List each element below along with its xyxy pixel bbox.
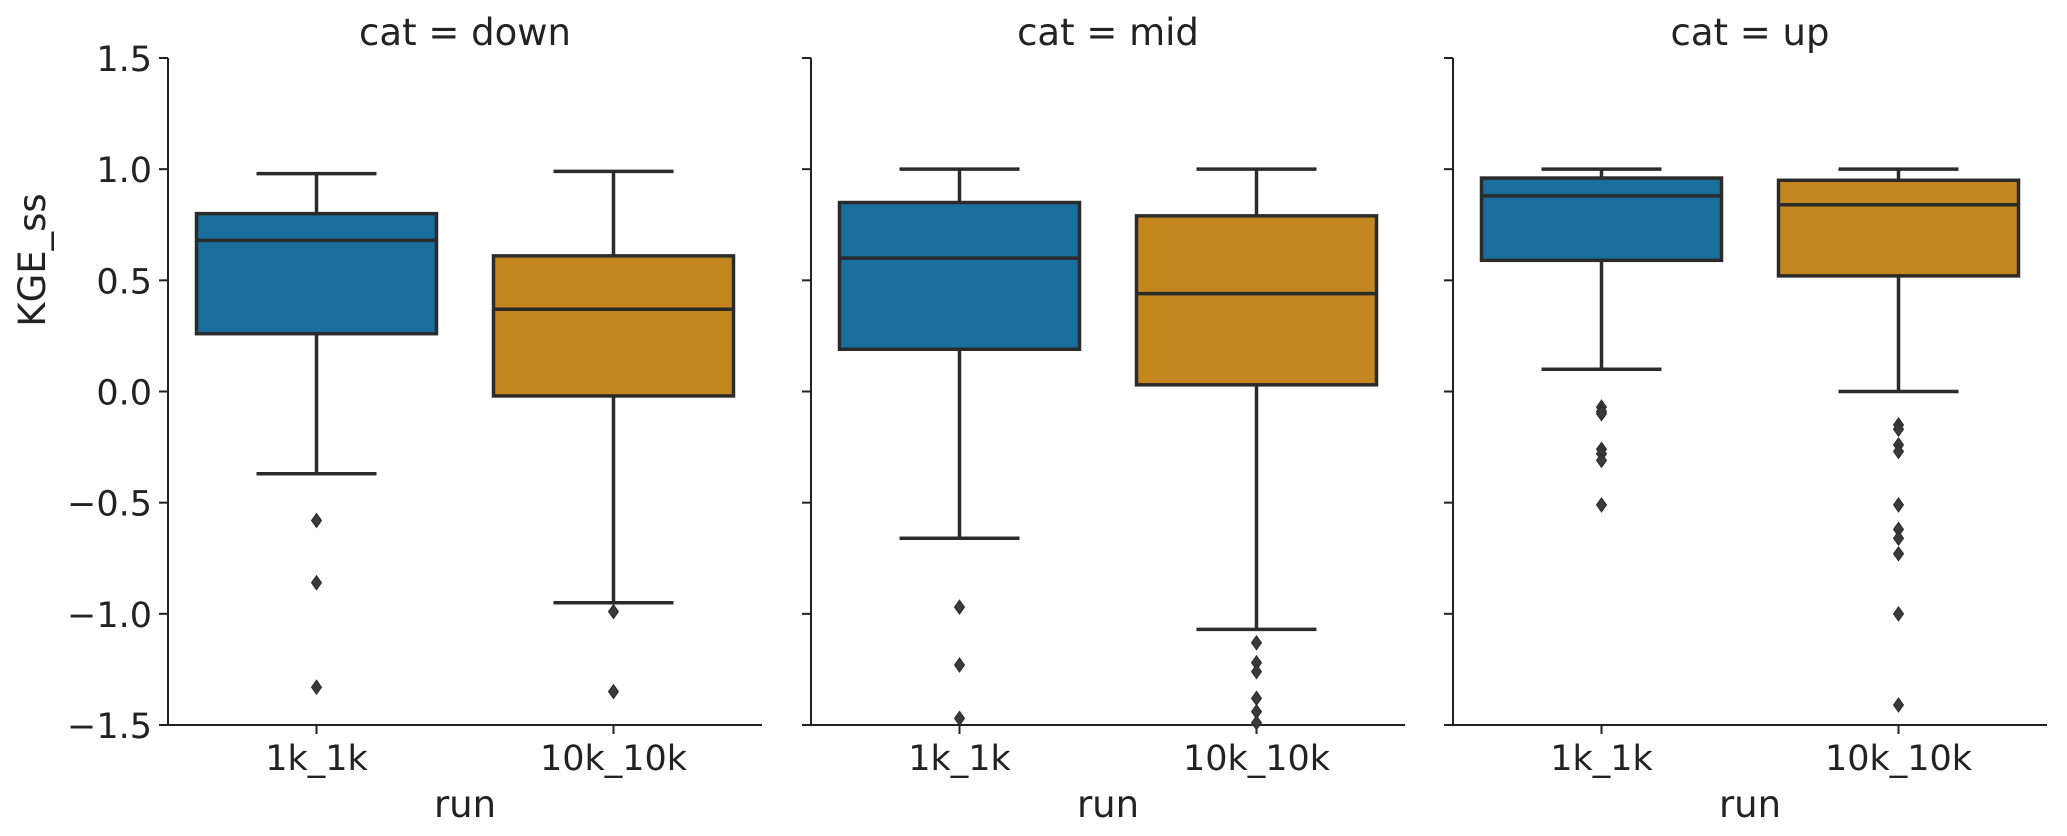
box-10k_10k: 10k_10k [1776, 167, 2021, 779]
outlier-point [1892, 697, 1905, 713]
outlier-point [1892, 443, 1905, 460]
outlier-point [607, 683, 620, 700]
y-tick-label: −1.5 [67, 707, 152, 747]
y-tick-label: −0.5 [67, 485, 152, 525]
outlier-point [1250, 634, 1263, 651]
iqr-box [194, 211, 439, 336]
outlier-point [310, 512, 323, 529]
outlier-point [1892, 421, 1905, 438]
y-tick-label: −1.0 [67, 596, 152, 636]
y-tick-label: 0.5 [96, 262, 152, 302]
outlier-point [1250, 690, 1263, 707]
x-tick-label: 10k_10k [1825, 739, 1973, 779]
outlier-point [953, 599, 966, 616]
outlier-point [953, 657, 966, 673]
y-tick-label: 0.0 [96, 374, 152, 414]
x-axis-label: run [1719, 783, 1781, 826]
outlier-point [1250, 663, 1263, 680]
x-tick-label: 10k_10k [540, 739, 688, 779]
y-tick-label: 1.5 [96, 40, 152, 80]
box-10k_10k: 10k_10k [491, 169, 736, 779]
x-tick-label: 1k_1k [1550, 739, 1653, 779]
facet-panel-0: cat = down −1.5 −1.0 −0.5 0.0 0.5 1.0 1.5 1k_1k 1… [67, 11, 762, 826]
panel-title: cat = down [359, 11, 571, 54]
outlier-point [953, 710, 966, 727]
iqr-box [1134, 214, 1379, 387]
panel-title: cat = mid [1017, 11, 1199, 54]
panel-title: cat = up [1671, 11, 1830, 54]
box-1k_1k: 1k_1k [1479, 167, 1724, 779]
box-10k_10k: 10k_10k [1134, 167, 1379, 779]
iqr-box [1479, 176, 1724, 263]
outlier-point [1892, 605, 1905, 622]
iqr-box [837, 200, 1082, 352]
iqr-box [491, 254, 736, 398]
x-tick-label: 1k_1k [908, 739, 1011, 779]
x-axis-label: run [1077, 783, 1139, 826]
iqr-box [1776, 178, 2021, 278]
outlier-point [1892, 497, 1905, 513]
outlier-point [1892, 530, 1905, 547]
box-1k_1k: 1k_1k [194, 171, 439, 779]
outlier-point [1595, 452, 1608, 469]
y-tick-label: 1.0 [96, 151, 152, 191]
outlier-point [310, 574, 323, 591]
outlier-point [1250, 714, 1263, 731]
outlier-point [1595, 405, 1608, 422]
x-axis-label: run [434, 783, 496, 826]
outlier-point [310, 679, 323, 696]
y-axis-label: KGE_ss [11, 193, 54, 326]
x-tick-label: 10k_10k [1183, 739, 1331, 779]
x-tick-label: 1k_1k [265, 739, 368, 779]
outlier-point [1892, 545, 1905, 562]
outlier-point [607, 603, 620, 620]
box-1k_1k: 1k_1k [837, 167, 1082, 779]
outlier-point [1595, 497, 1608, 513]
